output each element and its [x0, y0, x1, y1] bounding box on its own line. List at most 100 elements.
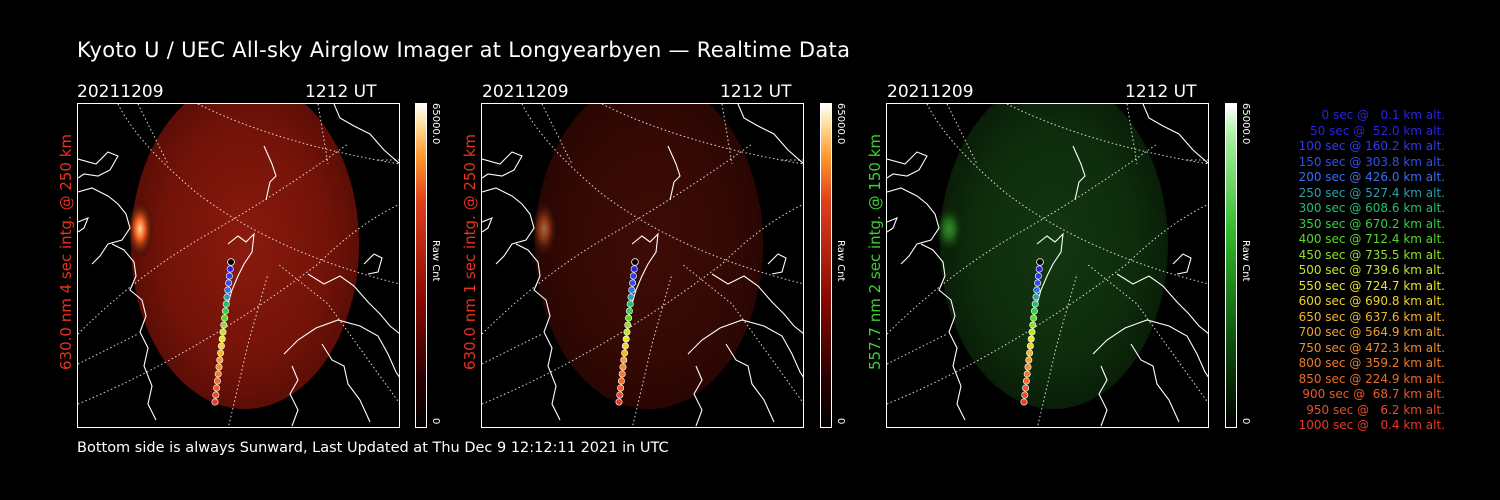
- trajectory-dot: [1021, 391, 1029, 399]
- trajectory-dot: [628, 286, 636, 294]
- coastline: [263, 145, 277, 201]
- trajectory-dot: [1030, 314, 1038, 322]
- latlon-grid-line: [277, 263, 399, 404]
- coastline: [887, 187, 940, 265]
- panel-1-allsky-image: [77, 103, 400, 428]
- trajectory-dot: [622, 335, 630, 343]
- coastline: [363, 253, 383, 275]
- legend-row: 600 sec @ 690.8 km alt.: [1298, 294, 1445, 308]
- panel-3-colorbar-min: 0: [1240, 418, 1251, 425]
- legend-row: 950 sec @ 6.2 km alt.: [1306, 402, 1445, 417]
- legend-row: 550 sec @ 724.7 km alt.: [1298, 278, 1445, 293]
- panel-1-colorbar-max: 65000.0: [430, 103, 441, 145]
- trajectory-dot: [222, 300, 230, 308]
- panel-2-colorbar-unit: Raw Cnt: [835, 240, 846, 282]
- trajectory-dot: [216, 356, 224, 364]
- legend-row: 100 sec @ 160.2 km alt.: [1298, 139, 1445, 153]
- trajectory-dot: [1034, 272, 1042, 280]
- coastline: [920, 243, 966, 421]
- coastline: [725, 343, 775, 423]
- coastline: [887, 217, 898, 233]
- legend-row: 750 sec @ 472.3 km alt.: [1298, 340, 1445, 355]
- panel-3-allsky-image: [886, 103, 1209, 428]
- trajectory-dot: [219, 328, 227, 336]
- coastline: [1092, 319, 1208, 378]
- trajectory-dot: [221, 314, 229, 322]
- trajectory-dot: [213, 384, 221, 392]
- trajectory-legend: 0 sec @ 0.1 km alt. 50 sec @ 52.0 km alt.…: [1255, 108, 1445, 434]
- coastline: [887, 151, 928, 179]
- coastline: [1072, 145, 1086, 201]
- trajectory-dot: [223, 293, 231, 301]
- latlon-grid-line: [631, 273, 673, 427]
- trajectory-dot: [224, 286, 232, 294]
- coastline: [631, 232, 659, 305]
- legend-row: 700 sec @ 564.9 km alt.: [1298, 325, 1445, 339]
- trajectory-dot: [1025, 356, 1033, 364]
- airglow-disk: [535, 104, 763, 409]
- latlon-grid-line: [117, 104, 399, 285]
- panel-1-date: 20211209: [77, 82, 164, 102]
- trajectory-dot: [1026, 342, 1034, 350]
- trajectory-dot: [1022, 377, 1030, 385]
- panel-2-time: 1212 UT: [720, 82, 792, 102]
- trajectory-dot: [621, 342, 629, 350]
- trajectory-dot: [629, 272, 637, 280]
- coastline: [111, 243, 157, 421]
- trajectory-dot: [226, 265, 234, 273]
- coastline: [767, 253, 787, 275]
- trajectory-dot: [616, 391, 624, 399]
- trajectory-dot: [1020, 398, 1028, 406]
- trajectory-dot: [1029, 321, 1037, 329]
- legend-row: 150 sec @ 303.8 km alt.: [1298, 154, 1445, 169]
- coastline: [737, 104, 803, 164]
- trajectory-dot: [218, 335, 226, 343]
- coastline: [693, 365, 703, 427]
- coastline: [687, 319, 803, 378]
- panel-3-wavelength-label: 557.7 nm 2 sec intg. @ 150 km: [866, 133, 884, 370]
- legend-row: 850 sec @ 224.9 km alt.: [1298, 371, 1445, 386]
- trajectory-dot: [1027, 335, 1035, 343]
- trajectory-dot: [1028, 328, 1036, 336]
- trajectory-origin-dot: [631, 258, 639, 266]
- coastline: [1142, 104, 1208, 164]
- latlon-grid-line: [1006, 104, 1208, 165]
- legend-row: 900 sec @ 68.7 km alt.: [1302, 387, 1445, 401]
- latlon-grid-line: [681, 263, 803, 404]
- coastline: [283, 319, 399, 378]
- legend-row: 450 sec @ 735.5 km alt.: [1298, 247, 1445, 262]
- coastline: [482, 187, 535, 265]
- trajectory-dot: [620, 356, 628, 364]
- aurora-arc: [530, 199, 558, 259]
- trajectory-dot: [1024, 363, 1032, 371]
- latlon-grid-line: [78, 333, 139, 365]
- latlon-grid-line: [601, 104, 803, 165]
- aurora-arc: [933, 203, 965, 255]
- coastline: [515, 243, 561, 421]
- coastline: [227, 232, 255, 305]
- trajectory-dot: [1030, 307, 1038, 315]
- trajectory-dot: [1033, 286, 1041, 294]
- coastline: [1130, 343, 1180, 423]
- coastline: [1098, 365, 1108, 427]
- panel-2-allsky-image: [481, 103, 804, 428]
- panel-1-time: 1212 UT: [305, 82, 377, 102]
- airglow-disk: [940, 104, 1168, 409]
- airglow-disk: [131, 104, 359, 409]
- trajectory-dot: [220, 321, 228, 329]
- trajectory-dot: [217, 349, 225, 357]
- panel-2-colorbar-min: 0: [835, 418, 846, 425]
- legend-row: 350 sec @ 670.2 km alt.: [1298, 216, 1445, 231]
- coastline: [667, 145, 681, 201]
- latlon-grid-line: [482, 333, 543, 365]
- trajectory-dot: [629, 279, 637, 287]
- latlon-grid-line: [482, 143, 753, 335]
- panel-3-colorbar: [1225, 103, 1237, 428]
- coastline: [711, 273, 803, 334]
- trajectory-dot: [225, 279, 233, 287]
- footer-note: Bottom side is always Sunward, Last Upda…: [77, 440, 669, 456]
- coastline: [1172, 253, 1192, 275]
- panel-1-wavelength-label: 630.0 nm 4 sec intg. @ 250 km: [57, 133, 75, 370]
- trajectory-dot: [1034, 279, 1042, 287]
- trajectory-dot: [214, 370, 222, 378]
